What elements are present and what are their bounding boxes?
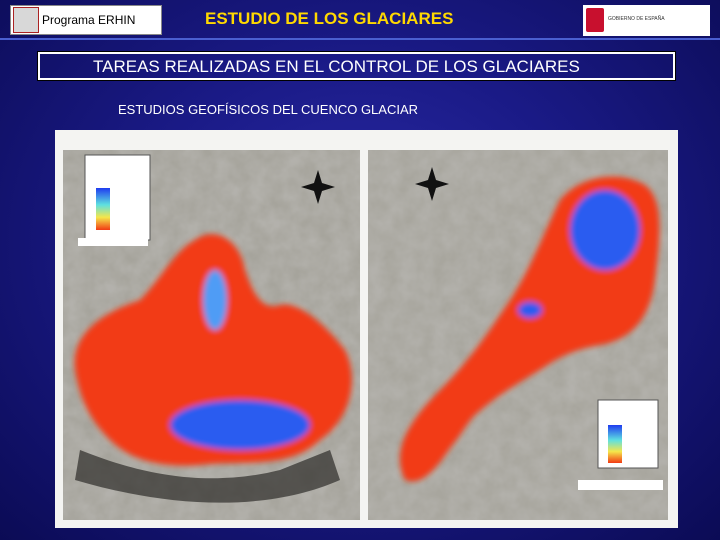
spain-shield: [586, 8, 604, 32]
thickness-zone: [170, 400, 310, 450]
header-title: ESTUDIO DE LOS GLACIARES: [205, 9, 454, 28]
legend-box: [597, 399, 659, 469]
section-box: [37, 51, 676, 81]
shadow: [75, 450, 340, 503]
scale-bar: [578, 480, 663, 490]
legend-ramp: [96, 188, 110, 230]
left-map: [63, 150, 360, 520]
program-logo-icon: [13, 7, 39, 33]
compass: [301, 170, 335, 204]
scale-bar: [78, 238, 148, 246]
thickness-zone: [203, 270, 227, 330]
section-title: TAREAS REALIZADAS EN EL CONTROL DE LOS G…: [93, 57, 580, 76]
legend-box: [84, 154, 151, 241]
right-map: [368, 150, 668, 520]
compass: [415, 167, 449, 201]
header-rule: [0, 38, 720, 40]
ministry-logo-box: [583, 5, 710, 36]
logo-text: GOBIERNO DE ESPAÑA: [608, 16, 665, 22]
thickness-zone: [518, 302, 542, 318]
subtitle: ESTUDIOS GEOFÍSICOS DEL CUENCO GLACIAR: [118, 102, 419, 117]
program-name: Programa ERHIN: [42, 13, 136, 27]
thickness-zone: [570, 190, 640, 270]
legend-ramp: [608, 425, 622, 463]
